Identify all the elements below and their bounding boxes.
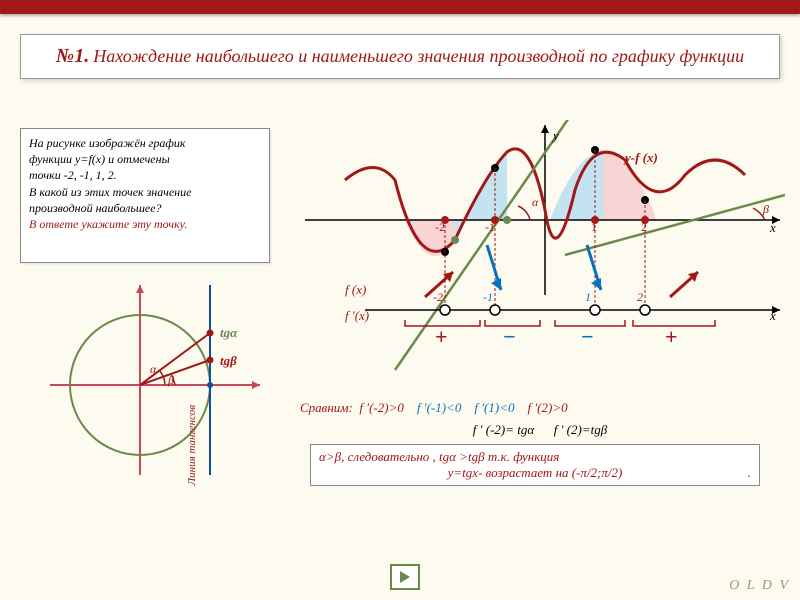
compare-t3: f ′(1)<0 (474, 400, 514, 415)
tga-label: tgα (220, 325, 237, 341)
tangent-line-label: Линия тангенсов (186, 405, 198, 485)
circle-svg (30, 275, 270, 495)
sign: + (435, 324, 448, 350)
chart-svg (285, 120, 785, 395)
tangent-equations: f ′ (-2)= tgα f ′ (2)=tgβ (300, 422, 780, 438)
title-text: Нахождение наибольшего и наименьшего зна… (93, 46, 744, 66)
conclusion-dot: . (748, 465, 751, 481)
y-axis-label: y (553, 128, 559, 144)
x2-axis-label: x (770, 308, 776, 324)
conclusion-box: α>β, следовательно , tgα >tgβ т.к. функц… (310, 444, 760, 486)
dtick: -1 (483, 290, 493, 305)
problem-line: В какой из этих точек значение (29, 184, 261, 200)
top-bar (0, 0, 800, 14)
compare-line: Сравним: f ′(-2)>0 f ′(-1)<0 f ′(1)<0 f … (300, 400, 780, 416)
fx-row-label: f (x) (345, 282, 366, 298)
tick: 2 (641, 220, 647, 235)
alpha-label: α (150, 362, 156, 377)
fpx-row-label: f ′(x) (345, 308, 369, 324)
problem-statement: На рисунке изображён график функции y=f(… (20, 128, 270, 263)
title-number: №1. (56, 45, 89, 67)
dtick: -2 (433, 290, 443, 305)
eq-b: f ′ (2)=tgβ (554, 422, 607, 437)
problem-line: функции y=f(x) и отмечены (29, 151, 261, 167)
fx-curve-label: y-f (x) (625, 150, 658, 166)
compare-t2: f ′(-1)<0 (417, 400, 461, 415)
play-icon (397, 569, 413, 585)
tick: -2 (435, 220, 445, 235)
problem-answer-hint: В ответе укажите эту точку. (29, 216, 261, 232)
problem-line: На рисунке изображён график (29, 135, 261, 151)
title-box: №1. Нахождение наибольшего и наименьшего… (20, 34, 780, 79)
compare-t1: f ′(-2)>0 (359, 400, 403, 415)
function-chart: y x x y-f (x) α β -2 -1 1 2 -2 -1 1 2 f … (285, 120, 785, 395)
eq-a: f ′ (-2)= tgα (473, 422, 534, 437)
dtick: 2 (637, 290, 643, 305)
watermark: O L D V (729, 578, 790, 594)
x-axis-label: x (770, 220, 776, 236)
tgb-label: tgβ (220, 353, 237, 369)
sign: − (503, 324, 516, 350)
compare-prefix: Сравним: (300, 400, 353, 415)
unit-circle-diagram: tgα tgβ α β Линия тангенсов (30, 275, 270, 495)
problem-line: точки -2, -1, 1, 2. (29, 167, 261, 183)
alpha-angle: α (532, 195, 538, 210)
sign: − (581, 324, 594, 350)
next-button[interactable] (390, 564, 420, 590)
beta-label: β (168, 373, 174, 388)
compare-t4: f ′(2)>0 (527, 400, 567, 415)
beta-angle: β (763, 202, 769, 217)
tick: 1 (591, 220, 597, 235)
problem-line: производной наибольшее? (29, 200, 261, 216)
conclusion-l2: y=tgx- возрастает на (-π/2;π/2) (448, 465, 623, 480)
dtick: 1 (585, 290, 591, 305)
tick: -1 (485, 220, 495, 235)
content: На рисунке изображён график функции y=f(… (20, 120, 780, 570)
conclusion-l1: α>β, следовательно , tgα >tgβ т.к. функц… (319, 449, 751, 465)
sign: + (665, 324, 678, 350)
